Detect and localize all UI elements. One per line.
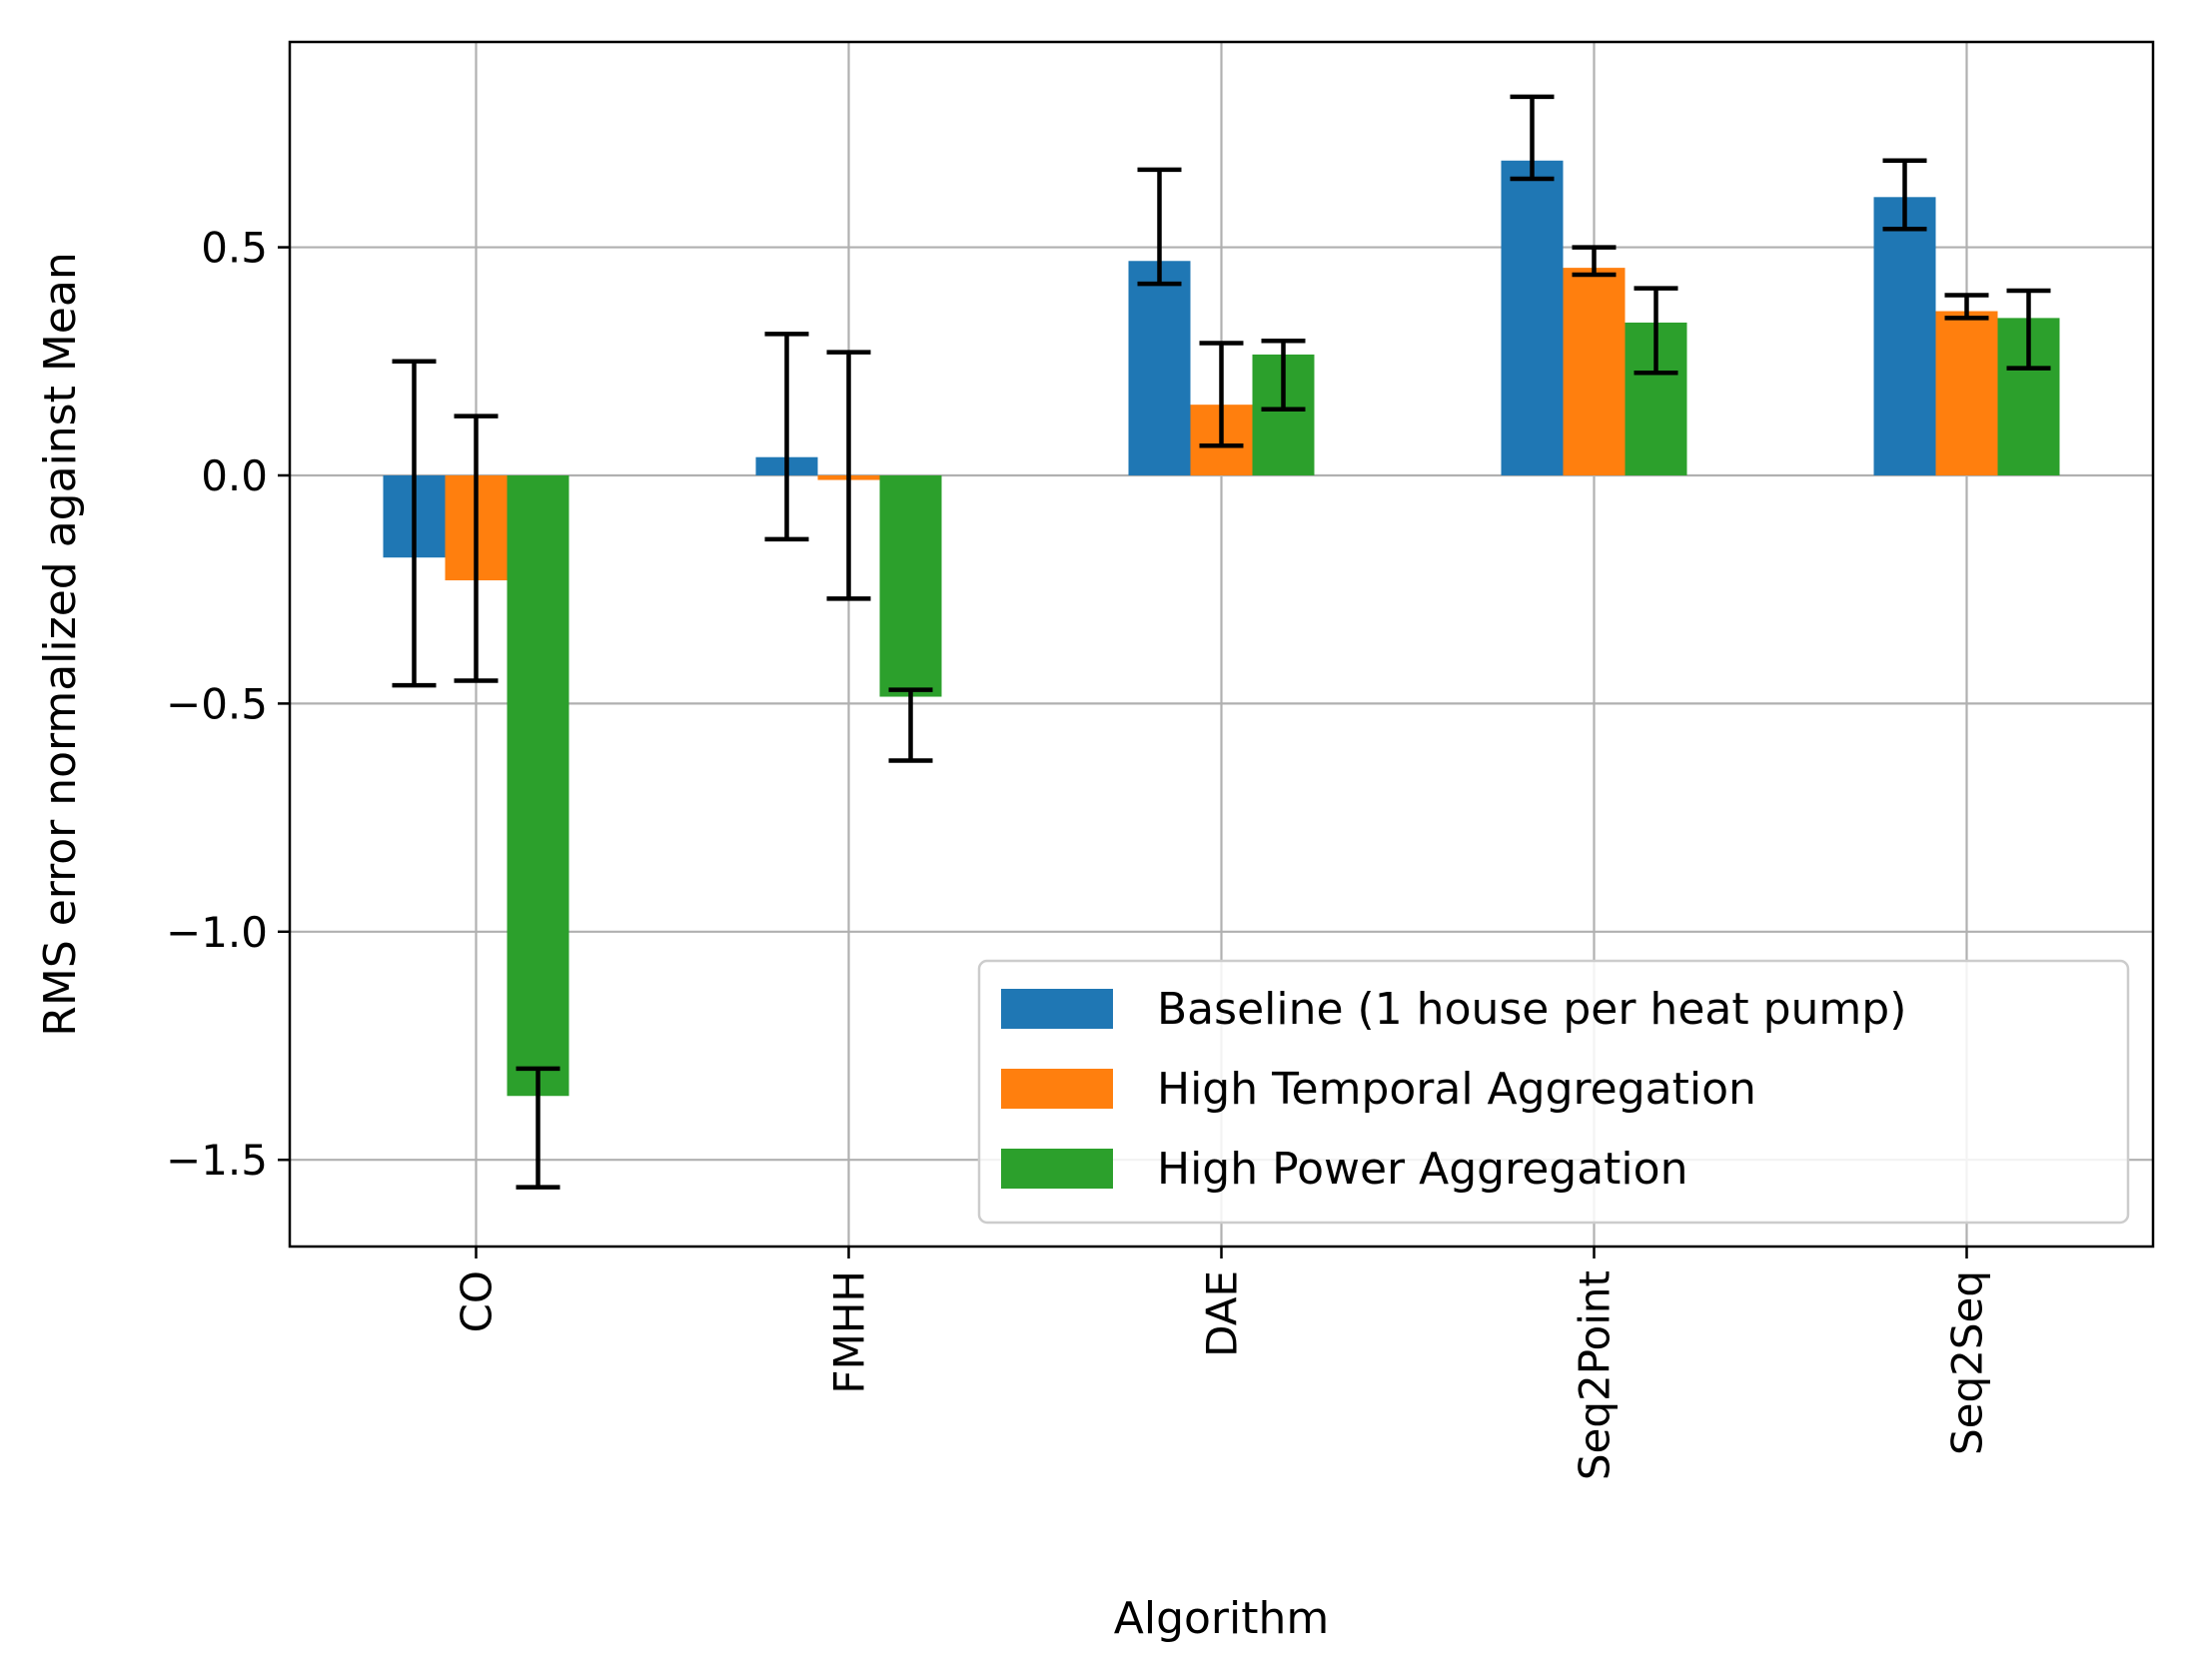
legend: Baseline (1 house per heat pump) High Tem… [977,959,2130,1225]
x-tick-label: Seq2Seq [1943,1270,1992,1455]
bar [1501,160,1564,475]
x-axis-label: Algorithm [1114,1593,1330,1644]
y-tick-label: −1.0 [166,908,268,957]
x-tick-label: CO [453,1270,502,1332]
legend-entry-label: Baseline (1 house per heat pump) [1157,984,1906,1035]
y-tick-label: −0.5 [166,679,268,728]
bar [507,474,569,1097]
legend-box [977,959,2130,1225]
y-tick-label: 0.0 [201,451,268,500]
y-axis-label: RMS error normalized against Mean [35,252,86,1036]
bar [1873,197,1936,475]
bar [1563,268,1626,475]
legend-swatch [1001,1149,1113,1189]
y-tick-label: −1.5 [166,1136,268,1185]
y-tick-label: 0.5 [201,224,268,273]
error-bars [392,94,2051,1190]
bar [879,474,942,697]
axis-ticks: −1.5 −1.0 −0.5 0.0 0.5 CO FMHH DAE Seq2Point Seq2… [166,224,1992,1481]
x-tick-label: Seq2Point [1571,1270,1620,1480]
bar [1128,261,1191,475]
bar [1935,311,1998,475]
legend-entry-label: High Temporal Aggregation [1157,1064,1756,1115]
legend-swatch [1001,1069,1113,1109]
legend-entry-label: High Power Aggregation [1157,1144,1687,1195]
x-tick-label: FMHH [825,1270,874,1394]
legend-swatch [1001,989,1113,1029]
x-tick-label: DAE [1198,1270,1247,1357]
